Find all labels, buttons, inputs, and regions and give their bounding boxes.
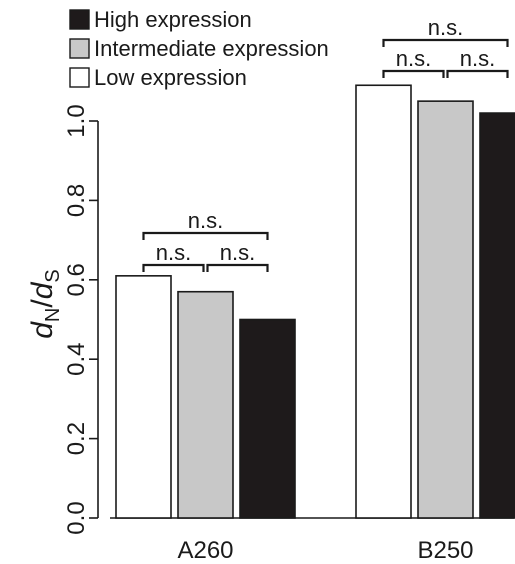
significance-label: n.s. bbox=[188, 208, 223, 233]
y-tick-label: 0.8 bbox=[63, 184, 90, 217]
bars bbox=[115, 84, 515, 519]
significance-label: n.s. bbox=[428, 15, 463, 40]
y-label-d-denominator: d bbox=[26, 281, 59, 299]
axes: 0.0 0.2 0.4 0.6 0.8 1.0 A260 B250 bbox=[63, 104, 514, 564]
significance-label: n.s. bbox=[396, 46, 431, 71]
x-tick-label: B250 bbox=[417, 537, 473, 564]
y-label-sub-n: N bbox=[42, 308, 64, 322]
significance-bracket bbox=[446, 69, 509, 78]
significance-label: n.s. bbox=[460, 46, 495, 71]
legend-swatch-high-expression bbox=[69, 9, 90, 30]
bar-a260-low-expression bbox=[115, 275, 172, 519]
significance-bracket bbox=[382, 38, 509, 47]
y-tick-label: 1.0 bbox=[63, 104, 90, 137]
y-tick-label: 0.0 bbox=[63, 501, 90, 534]
y-tick-label: 0.4 bbox=[63, 343, 90, 376]
bar-b250-intermediate-expression bbox=[417, 100, 474, 519]
legend-swatch-intermediate-expression bbox=[69, 38, 90, 59]
x-tick-label: A260 bbox=[177, 537, 233, 564]
y-axis-label: dN/dS bbox=[26, 269, 64, 339]
legend-label: Low expression bbox=[94, 65, 247, 90]
legend-swatch-low-expression bbox=[69, 67, 90, 88]
legend-label: High expression bbox=[94, 7, 252, 32]
significance-bracket bbox=[206, 263, 269, 272]
significance-bracket bbox=[142, 231, 269, 240]
bar-b250-high-expression bbox=[479, 112, 515, 519]
significance-bracket bbox=[382, 69, 445, 78]
y-label-slash: / bbox=[26, 299, 59, 308]
y-label-d-numerator: d bbox=[26, 321, 59, 339]
bar-b250-low-expression bbox=[355, 84, 412, 519]
bar-a260-intermediate-expression bbox=[177, 290, 234, 519]
y-tick-label: 0.6 bbox=[63, 263, 90, 296]
significance-bracket bbox=[142, 263, 205, 272]
significance-label: n.s. bbox=[156, 240, 191, 265]
significance-brackets: n.s. n.s. n.s. n.s. n.s. n.s. bbox=[142, 15, 509, 272]
y-label-sub-s: S bbox=[42, 269, 64, 282]
legend: High expression Intermediate expression Lo… bbox=[69, 7, 329, 90]
legend-label: Intermediate expression bbox=[94, 36, 329, 61]
significance-label: n.s. bbox=[220, 240, 255, 265]
y-tick-label: 0.2 bbox=[63, 422, 90, 455]
bar-a260-high-expression bbox=[239, 318, 296, 519]
